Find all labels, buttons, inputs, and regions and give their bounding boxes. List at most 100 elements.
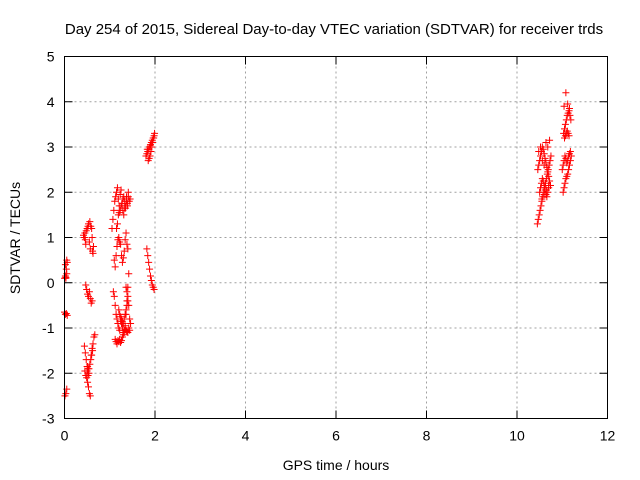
x-tick-label: 4 [242, 428, 250, 444]
data-point [565, 132, 573, 140]
y-tick-label: 4 [47, 94, 55, 110]
data-point [124, 292, 132, 300]
data-point [84, 378, 92, 386]
data-point [533, 220, 541, 228]
x-tick-label: 0 [61, 428, 69, 444]
y-tick-label: 1 [47, 230, 55, 246]
data-point [117, 338, 125, 346]
y-tick-label: -2 [42, 365, 55, 381]
data-point [62, 310, 70, 318]
data-point [127, 319, 135, 327]
data-point [120, 247, 128, 255]
data-point [534, 166, 542, 174]
y-tick-label: -3 [42, 411, 55, 427]
data-point [123, 200, 131, 208]
data-point [115, 306, 123, 314]
data-point [82, 281, 90, 289]
data-point [89, 243, 97, 251]
data-point [545, 172, 553, 180]
y-axis-label: SDTVAR / TECUs [7, 182, 23, 294]
data-point [110, 256, 118, 264]
data-point [81, 349, 89, 357]
data-point [89, 249, 97, 257]
chart-title: Day 254 of 2015, Sidereal Day-to-day VTE… [65, 21, 603, 38]
x-tick-label: 8 [423, 428, 431, 444]
plot-frame [64, 56, 608, 419]
data-point [559, 161, 567, 169]
data-point [88, 224, 96, 232]
data-point [535, 211, 543, 219]
data-point [84, 362, 92, 370]
data-point [91, 331, 99, 339]
data-point [540, 191, 548, 199]
data-point [121, 310, 129, 318]
data-point [146, 152, 154, 160]
y-tick-label: 5 [47, 49, 55, 65]
data-point [116, 191, 124, 199]
data-point [565, 166, 573, 174]
data-point [80, 342, 88, 350]
data-point [565, 105, 573, 113]
data-point [118, 258, 126, 266]
data-point [122, 283, 130, 291]
data-point [567, 116, 575, 124]
data-point [119, 319, 127, 327]
data-point [564, 170, 572, 178]
data-point [538, 195, 546, 203]
data-point [109, 215, 117, 223]
data-point [61, 261, 69, 269]
data-point [84, 372, 92, 380]
data-point [123, 288, 131, 296]
x-tick-label: 2 [151, 428, 159, 444]
data-point [150, 286, 158, 294]
data-point [125, 301, 133, 309]
y-tick-label: 0 [47, 275, 55, 291]
y-tick-labels: -3 -2 -1 0 1 2 3 4 5 [42, 49, 55, 427]
data-point [539, 177, 547, 185]
y-tick-label: 2 [47, 184, 55, 200]
data-point [124, 193, 132, 201]
data-point [536, 188, 544, 196]
data-point [113, 220, 121, 228]
data-point [540, 150, 548, 158]
x-tick-labels: 0 2 4 6 8 10 12 [61, 428, 616, 444]
data-point [84, 383, 92, 391]
data-point [122, 229, 130, 237]
data-point [121, 236, 129, 244]
data-point [118, 337, 126, 345]
data-point [146, 272, 154, 280]
data-point [61, 310, 69, 318]
data-point [143, 245, 151, 253]
data-point [564, 100, 572, 108]
x-tick-label: 10 [509, 428, 525, 444]
data-point [111, 301, 119, 309]
data-point [547, 152, 555, 160]
data-point [564, 157, 572, 165]
grid-lines [64, 56, 608, 419]
data-point [126, 315, 134, 323]
data-point [535, 148, 543, 156]
data-point [62, 274, 70, 282]
data-point [113, 188, 121, 196]
data-point [113, 224, 121, 232]
data-point [559, 188, 567, 196]
data-point [562, 89, 570, 97]
data-point [537, 202, 545, 210]
data-point [143, 145, 151, 153]
data-point [111, 197, 119, 205]
data-point [546, 177, 554, 185]
data-point [122, 306, 130, 314]
data-point [117, 240, 125, 248]
data-point [542, 138, 550, 146]
x-tick-label: 6 [332, 428, 340, 444]
data-point [545, 181, 553, 189]
data-point [537, 143, 545, 151]
data-point [540, 161, 548, 169]
x-tick-label: 12 [600, 428, 616, 444]
data-point [88, 234, 96, 241]
data-point [123, 240, 131, 248]
data-point [110, 292, 118, 300]
data-point [86, 218, 94, 226]
data-point [111, 263, 119, 271]
